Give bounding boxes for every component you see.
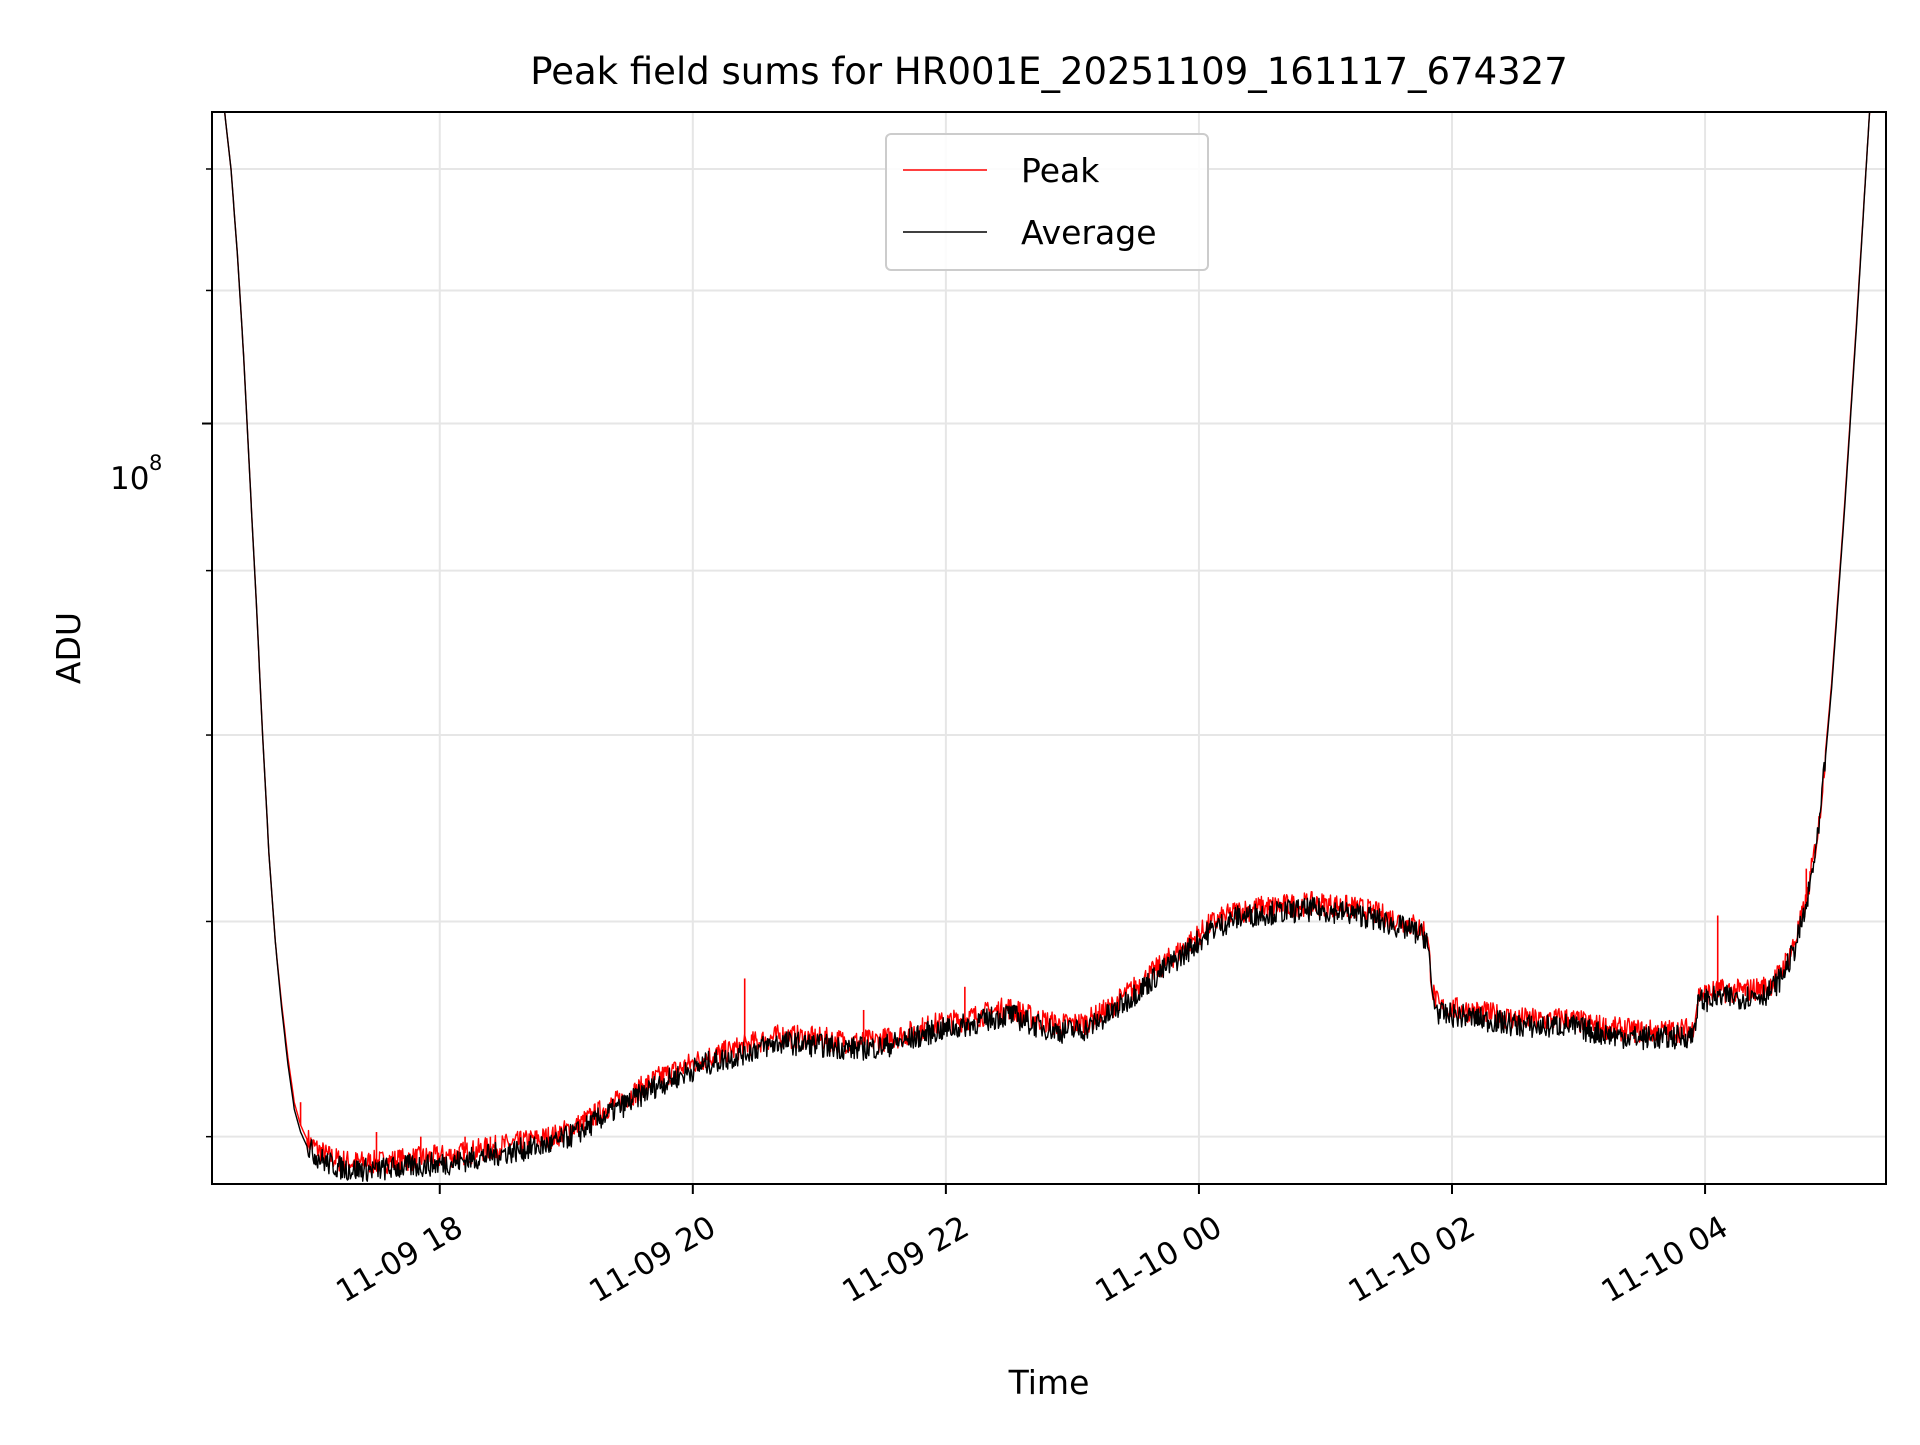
legend: Peak Average xyxy=(885,133,1209,271)
x-axis-label: Time xyxy=(1008,1363,1090,1402)
y-tick-label-base: 10 xyxy=(110,461,149,497)
legend-peak-label: Peak xyxy=(1021,151,1100,190)
y-axis-label: ADU xyxy=(49,612,88,684)
y-tick-label-exponent: 8 xyxy=(149,451,162,475)
series-layer xyxy=(224,112,1871,1182)
legend-average-label: Average xyxy=(1021,213,1157,252)
average-series-line xyxy=(224,112,1871,1182)
chart-title: Peak field sums for HR001E_20251109_1611… xyxy=(530,50,1568,93)
plot-frame xyxy=(211,111,1887,1185)
legend-box xyxy=(885,133,1209,271)
y-major-tick-label: 10 8 xyxy=(110,451,162,497)
